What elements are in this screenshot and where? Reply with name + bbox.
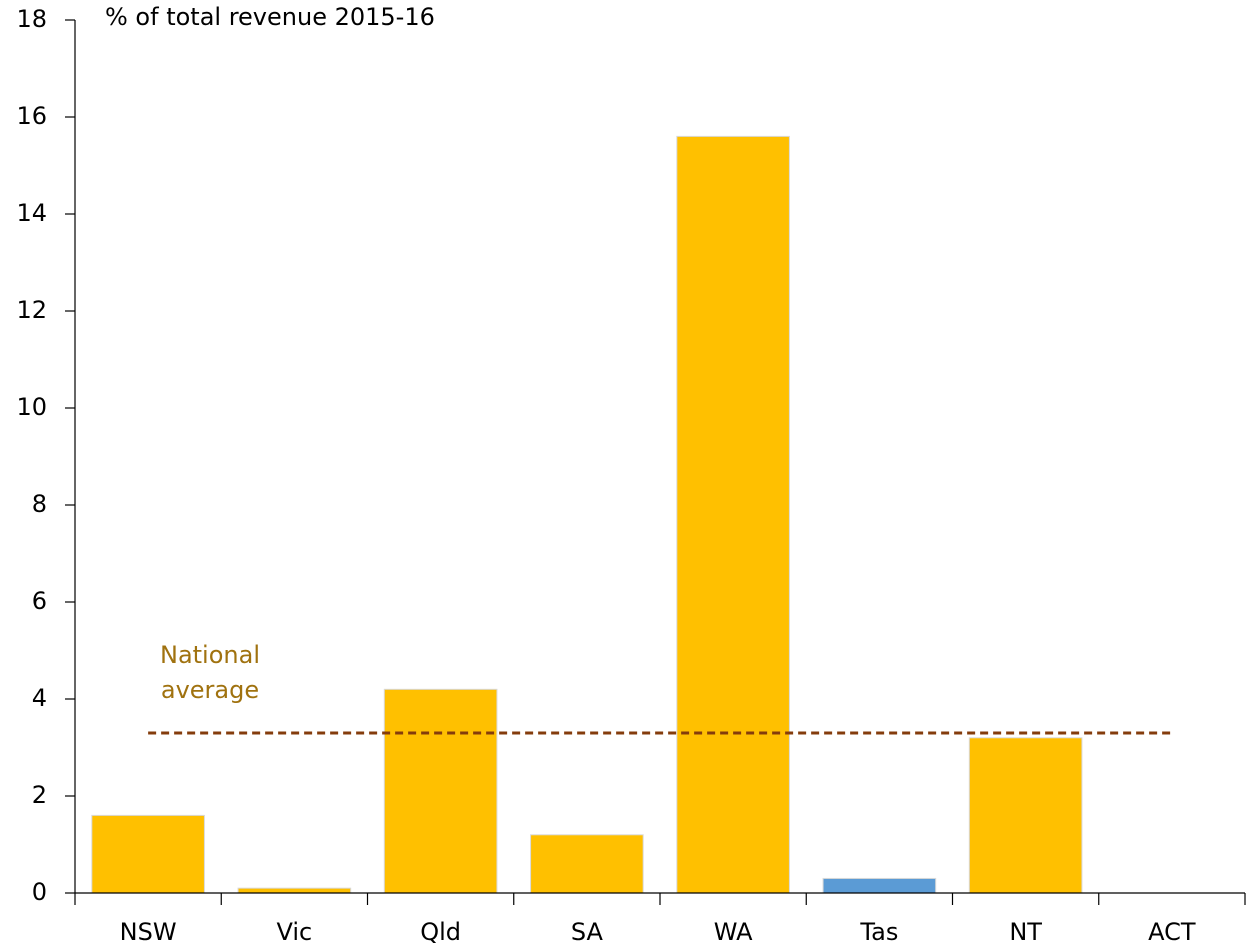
reference-label: National (160, 641, 260, 669)
x-tick-label: Tas (859, 918, 898, 946)
bar (968, 737, 1083, 894)
y-tick-label: 14 (16, 199, 47, 227)
x-tick-label: ACT (1148, 918, 1196, 946)
y-tick-label: 0 (32, 878, 47, 906)
y-tick-label: 4 (32, 684, 47, 712)
y-tick-label: 18 (16, 5, 47, 33)
x-tick-label: Vic (276, 918, 312, 946)
bar (822, 877, 937, 894)
bar (237, 887, 352, 894)
x-tick-label: Qld (420, 918, 461, 946)
x-tick-label: SA (571, 918, 604, 946)
x-tick-label: WA (714, 918, 753, 946)
y-tick-label: 12 (16, 296, 47, 324)
chart-title: % of total revenue 2015-16 (105, 3, 435, 31)
y-tick-label: 6 (32, 587, 47, 615)
y-tick-label: 10 (16, 393, 47, 421)
y-tick-label: 8 (32, 490, 47, 518)
y-tick-label: 16 (16, 102, 47, 130)
reference-label: average (161, 676, 259, 704)
bar (530, 834, 644, 894)
y-tick-label: 2 (32, 781, 47, 809)
bar (91, 814, 205, 894)
x-tick-label: NSW (120, 918, 177, 946)
bar (676, 135, 790, 894)
bar (383, 688, 498, 894)
x-tick-label: NT (1009, 918, 1042, 946)
